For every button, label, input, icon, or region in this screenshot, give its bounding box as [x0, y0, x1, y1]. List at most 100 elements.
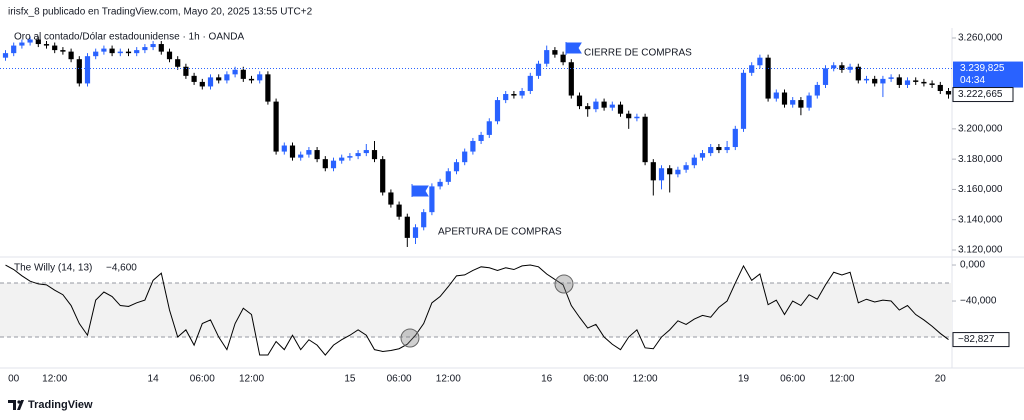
candle-body — [732, 128, 738, 148]
candle-body — [109, 48, 115, 54]
x-tick-label: 15 — [344, 374, 356, 385]
candle-body — [84, 56, 91, 84]
candle-body — [716, 147, 722, 151]
candle-body — [43, 44, 50, 46]
candle-body — [585, 106, 591, 110]
candle-body — [740, 72, 747, 129]
candle-body — [52, 45, 58, 51]
candle-body — [609, 104, 615, 108]
plot-area — [0, 36, 956, 356]
candle-body — [814, 84, 820, 96]
candle-body — [421, 212, 427, 228]
candle-body — [650, 162, 656, 181]
live-price-box — [953, 61, 1023, 88]
candle-body — [544, 50, 550, 64]
footer-brand: TradingView — [28, 399, 93, 411]
candle-body — [314, 150, 320, 160]
x-tick-label: 20 — [935, 374, 947, 385]
candle-body — [765, 57, 771, 99]
candle-body — [470, 140, 476, 152]
candle-body — [683, 165, 689, 170]
candle-body — [240, 69, 246, 79]
candle-body — [888, 77, 894, 79]
candle-body — [388, 192, 394, 205]
candle-body — [404, 216, 410, 238]
band-fill — [0, 283, 952, 338]
x-tick-label: 12:00 — [42, 374, 67, 385]
candle-body — [330, 160, 337, 169]
y-tick-label: −40,000 — [960, 296, 997, 307]
candle-body — [535, 63, 542, 76]
candle-body — [831, 65, 837, 69]
highlight-circle — [400, 328, 420, 348]
candle-body — [453, 162, 460, 172]
candle-body — [822, 68, 829, 85]
candle-body — [298, 154, 304, 158]
candle-body — [150, 44, 156, 48]
y-tick-label: 3.120,000 — [958, 245, 1003, 256]
candle-body — [232, 69, 238, 75]
x-tick-label: 19 — [738, 374, 750, 385]
highlight-circle — [554, 274, 574, 294]
candle-body — [117, 51, 123, 54]
candle-body — [658, 168, 665, 181]
candle-body — [527, 75, 533, 91]
candle-body — [904, 80, 911, 85]
candle-body — [265, 74, 271, 102]
indicator-line — [5, 264, 949, 356]
candle-body — [921, 81, 927, 84]
y-tick-label: 3.180,000 — [958, 154, 1003, 165]
candle-body — [27, 39, 33, 43]
x-tick-label: 12:00 — [633, 374, 658, 385]
candle-body — [134, 50, 140, 54]
x-tick-label: 06:00 — [387, 374, 412, 385]
candle-body — [724, 147, 730, 151]
candle-body — [371, 150, 378, 160]
candle-body — [257, 74, 263, 81]
candle-body — [199, 81, 205, 87]
candle-body — [839, 65, 845, 70]
candle-body — [125, 51, 132, 54]
candle-body — [675, 169, 681, 175]
candle-body — [76, 59, 82, 84]
footer-logo: TradingView — [8, 399, 93, 411]
x-tick-label: 12:00 — [239, 374, 264, 385]
annotation: APERTURA DE COMPRAS — [438, 227, 562, 238]
candle-body — [339, 157, 345, 161]
candle-body — [486, 121, 492, 135]
x-tick-label: 12:00 — [436, 374, 461, 385]
candle-body — [511, 94, 517, 96]
candle-body — [494, 100, 501, 122]
candle-body — [166, 51, 173, 60]
countdown-label: 04:34 — [960, 75, 985, 86]
y-tick-label: 3.160,000 — [958, 184, 1003, 195]
candle-body — [183, 66, 189, 76]
candle-body — [355, 153, 361, 157]
candle-body — [396, 204, 402, 217]
candle-body — [207, 77, 214, 87]
y-tick-label: 0,000 — [960, 260, 985, 271]
candle-body — [445, 171, 451, 182]
candle-body — [503, 94, 509, 101]
x-tick-label: 12:00 — [829, 374, 854, 385]
candle-body — [289, 145, 296, 158]
candle-body — [224, 74, 230, 81]
candle-body — [19, 42, 25, 46]
logo-dot — [17, 400, 21, 404]
candle-body — [863, 78, 870, 81]
candle-body — [708, 147, 714, 154]
candle-body — [790, 100, 796, 105]
last-price-box — [952, 87, 1014, 103]
candle-body — [568, 62, 574, 96]
last-value-box — [952, 332, 1010, 348]
last-price-label: 3.222,665 — [958, 89, 1003, 100]
candle-body — [757, 57, 763, 66]
candle-body — [68, 51, 74, 60]
candle-body — [945, 90, 952, 95]
candle-body — [347, 156, 353, 158]
candle-body — [306, 150, 312, 155]
candle-body — [667, 168, 673, 175]
candle-body — [412, 227, 419, 238]
